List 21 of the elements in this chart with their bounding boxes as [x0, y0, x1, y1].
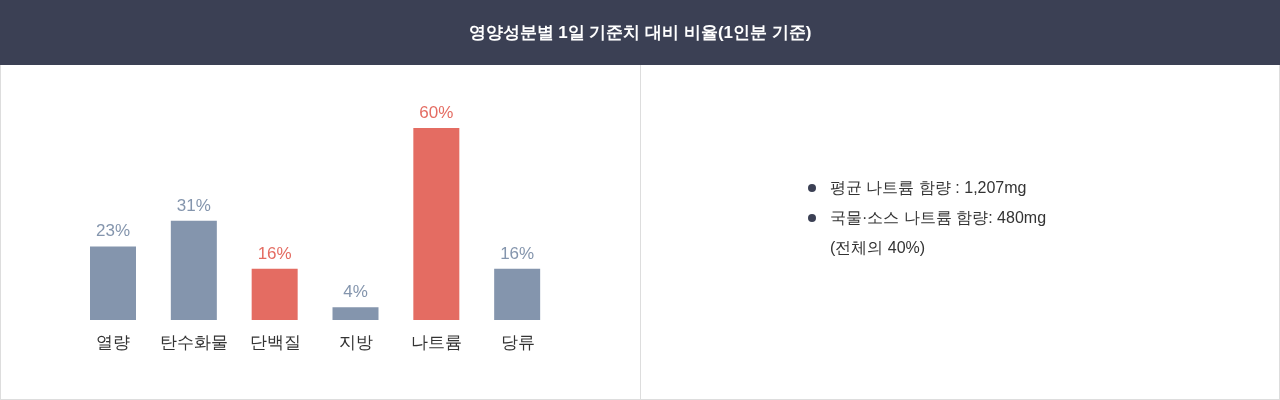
x-tick-label: 나트륨	[411, 333, 463, 353]
bar	[332, 307, 379, 320]
data-label: 31%	[176, 195, 211, 215]
data-label: 16%	[500, 243, 535, 263]
bar	[413, 128, 460, 320]
data-label: 60%	[419, 103, 454, 122]
text: 영양성분별 1일 기준치 대비 비율(1인분 기준)	[468, 22, 812, 44]
data-label: 16%	[257, 243, 292, 263]
bar	[170, 220, 217, 320]
bar	[251, 268, 298, 320]
text: 평균 나트륨 함량 : 1,207mg	[830, 179, 1027, 196]
bar	[494, 268, 541, 320]
x-tick-label: 지방	[338, 333, 373, 353]
bar	[90, 246, 136, 320]
x-tick-label: 열량	[96, 333, 131, 353]
text: 국물·소스 나트륨 함량: 480mg (전체의 40%)	[830, 209, 1047, 256]
x-tick-label: 탄수화물	[160, 333, 229, 353]
x-tick-label: 단백질	[249, 333, 301, 353]
x-tick-label: 당류	[500, 333, 535, 353]
data-label: 4%	[343, 282, 368, 302]
data-label: 23%	[95, 221, 131, 241]
